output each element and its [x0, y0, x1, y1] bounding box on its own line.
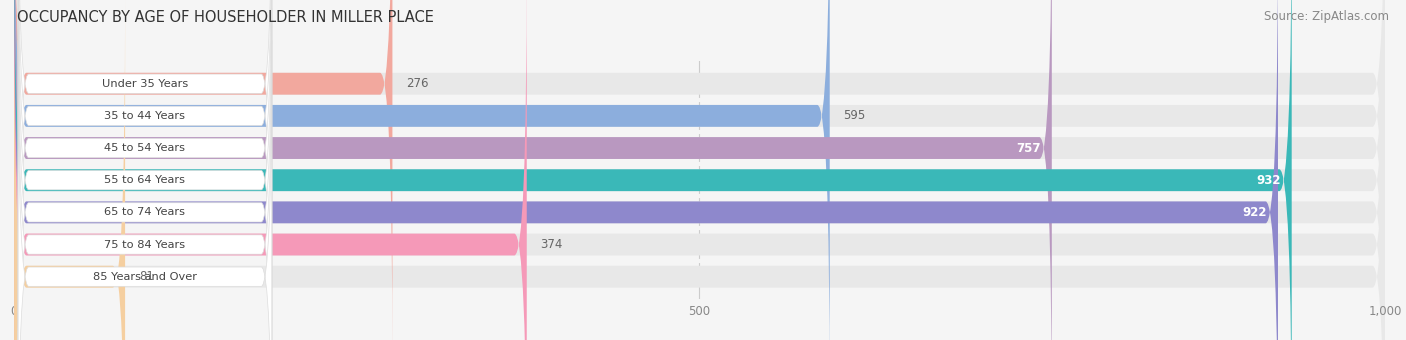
- FancyBboxPatch shape: [14, 0, 1385, 340]
- FancyBboxPatch shape: [14, 0, 830, 340]
- FancyBboxPatch shape: [14, 0, 1385, 340]
- Text: 276: 276: [406, 77, 429, 90]
- Text: 65 to 74 Years: 65 to 74 Years: [104, 207, 186, 217]
- FancyBboxPatch shape: [18, 0, 271, 340]
- FancyBboxPatch shape: [14, 0, 1292, 340]
- FancyBboxPatch shape: [18, 0, 271, 340]
- FancyBboxPatch shape: [18, 40, 271, 340]
- Text: 55 to 64 Years: 55 to 64 Years: [104, 175, 186, 185]
- Text: Under 35 Years: Under 35 Years: [101, 79, 188, 89]
- FancyBboxPatch shape: [14, 0, 1385, 340]
- Text: 757: 757: [1017, 141, 1040, 155]
- FancyBboxPatch shape: [14, 0, 1385, 340]
- Text: 922: 922: [1243, 206, 1267, 219]
- FancyBboxPatch shape: [18, 0, 271, 340]
- FancyBboxPatch shape: [14, 0, 1385, 340]
- FancyBboxPatch shape: [18, 8, 271, 340]
- Text: Source: ZipAtlas.com: Source: ZipAtlas.com: [1264, 10, 1389, 23]
- Text: 374: 374: [540, 238, 562, 251]
- Text: 75 to 84 Years: 75 to 84 Years: [104, 239, 186, 250]
- Text: 595: 595: [844, 109, 866, 122]
- FancyBboxPatch shape: [14, 0, 1385, 340]
- Text: 35 to 44 Years: 35 to 44 Years: [104, 111, 186, 121]
- FancyBboxPatch shape: [14, 0, 527, 340]
- Text: 45 to 54 Years: 45 to 54 Years: [104, 143, 186, 153]
- Text: 932: 932: [1256, 174, 1281, 187]
- FancyBboxPatch shape: [14, 0, 392, 340]
- FancyBboxPatch shape: [18, 0, 271, 340]
- FancyBboxPatch shape: [14, 0, 125, 340]
- FancyBboxPatch shape: [18, 0, 271, 320]
- Text: 81: 81: [139, 270, 153, 283]
- FancyBboxPatch shape: [14, 0, 1385, 340]
- Text: 85 Years and Over: 85 Years and Over: [93, 272, 197, 282]
- Text: OCCUPANCY BY AGE OF HOUSEHOLDER IN MILLER PLACE: OCCUPANCY BY AGE OF HOUSEHOLDER IN MILLE…: [17, 10, 433, 25]
- FancyBboxPatch shape: [14, 0, 1052, 340]
- FancyBboxPatch shape: [14, 0, 1278, 340]
